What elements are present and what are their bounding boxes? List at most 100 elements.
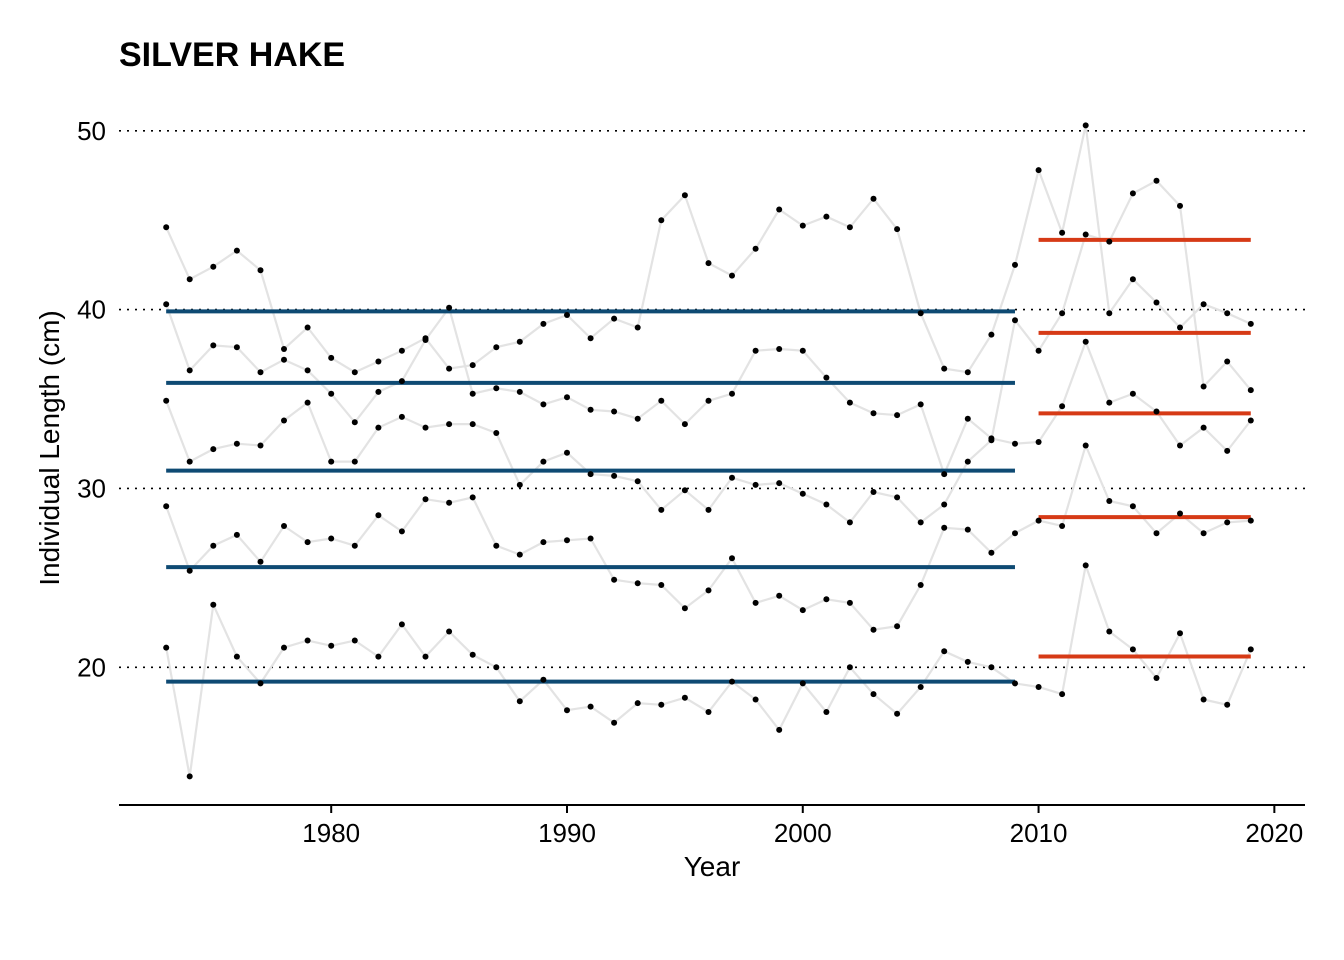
data-point [823, 596, 830, 603]
data-point [634, 415, 641, 422]
data-point [1153, 177, 1160, 184]
data-point [894, 412, 901, 419]
data-point [1106, 399, 1113, 406]
data-point [1153, 675, 1160, 681]
data-point [210, 342, 217, 349]
data-point [917, 684, 924, 690]
data-point [1247, 320, 1254, 327]
data-point [304, 399, 311, 406]
mean-lines [166, 237, 1251, 684]
data-point [446, 421, 453, 428]
data-point [587, 471, 594, 478]
data-point [917, 401, 924, 408]
data-point [587, 535, 594, 542]
data-point [493, 664, 500, 671]
data-point [398, 378, 405, 385]
data-point [281, 417, 287, 424]
data-point [257, 680, 264, 687]
data-point [729, 555, 735, 562]
data-point [1200, 424, 1207, 431]
data-point [846, 224, 853, 231]
data-point [587, 406, 594, 413]
data-point [304, 637, 311, 644]
data-point [870, 489, 877, 495]
data-point [493, 385, 500, 392]
data-point [351, 542, 358, 549]
data-point [846, 664, 853, 671]
data-point [799, 222, 806, 229]
data-point [540, 458, 547, 465]
data-point [398, 528, 405, 535]
data-point [1177, 324, 1183, 331]
data-point [1082, 442, 1089, 449]
data-point [375, 388, 382, 395]
data-point [163, 301, 170, 308]
data-point [1177, 630, 1183, 637]
data-point [988, 437, 995, 444]
data-point [469, 494, 476, 501]
data-point [681, 694, 688, 701]
data-point [564, 312, 570, 318]
y-axis-ticks: 20 30 40 50 [77, 116, 106, 683]
data-point [233, 531, 240, 538]
data-point [705, 260, 712, 267]
data-point [257, 442, 264, 449]
data-point [752, 347, 759, 354]
data-point [1082, 231, 1089, 238]
data-point [705, 709, 712, 715]
data-point [516, 698, 523, 705]
data-point [634, 580, 641, 587]
data-point [941, 501, 948, 508]
data-point [564, 394, 570, 401]
data-point [1106, 628, 1113, 635]
data-point [799, 607, 806, 614]
data-point [186, 773, 193, 780]
data-point [1012, 530, 1018, 537]
data-point [186, 567, 193, 574]
data-point [776, 346, 783, 352]
data-point [705, 397, 712, 404]
data-point [752, 481, 759, 488]
data-point [634, 478, 641, 485]
data-point [1012, 317, 1018, 324]
data-point [446, 304, 453, 311]
data-point [1082, 338, 1089, 345]
data-point [281, 644, 287, 651]
data-point [1129, 276, 1136, 283]
data-point [1129, 190, 1136, 197]
data-point [351, 637, 358, 644]
data-point [1177, 510, 1183, 517]
data-point [658, 397, 665, 404]
data-point [1059, 229, 1066, 236]
data-point [281, 346, 287, 352]
data-point [634, 324, 641, 331]
data-point [752, 599, 759, 606]
data-point [469, 421, 476, 428]
data-point [1059, 691, 1066, 698]
data-point [1129, 646, 1136, 653]
data-point [446, 365, 453, 372]
data-point [917, 519, 924, 526]
data-point [257, 558, 264, 565]
data-point [1153, 530, 1160, 537]
data-point [422, 337, 429, 343]
data-point [1247, 646, 1254, 653]
data-point [846, 599, 853, 606]
data-point [328, 535, 335, 542]
chart-title: SILVER HAKE [119, 36, 345, 74]
data-point [729, 272, 735, 279]
data-point [1059, 403, 1066, 410]
data-point [1035, 347, 1042, 354]
data-point [1106, 238, 1113, 245]
data-point [1082, 562, 1089, 569]
data-point [658, 506, 665, 513]
data-point [587, 703, 594, 710]
data-point [564, 537, 570, 544]
data-point [540, 320, 547, 327]
data-point [658, 582, 665, 588]
data-point [1129, 503, 1136, 510]
data-point [587, 335, 594, 342]
data-point [1200, 530, 1207, 537]
data-point [257, 267, 264, 274]
data-point [210, 263, 217, 270]
